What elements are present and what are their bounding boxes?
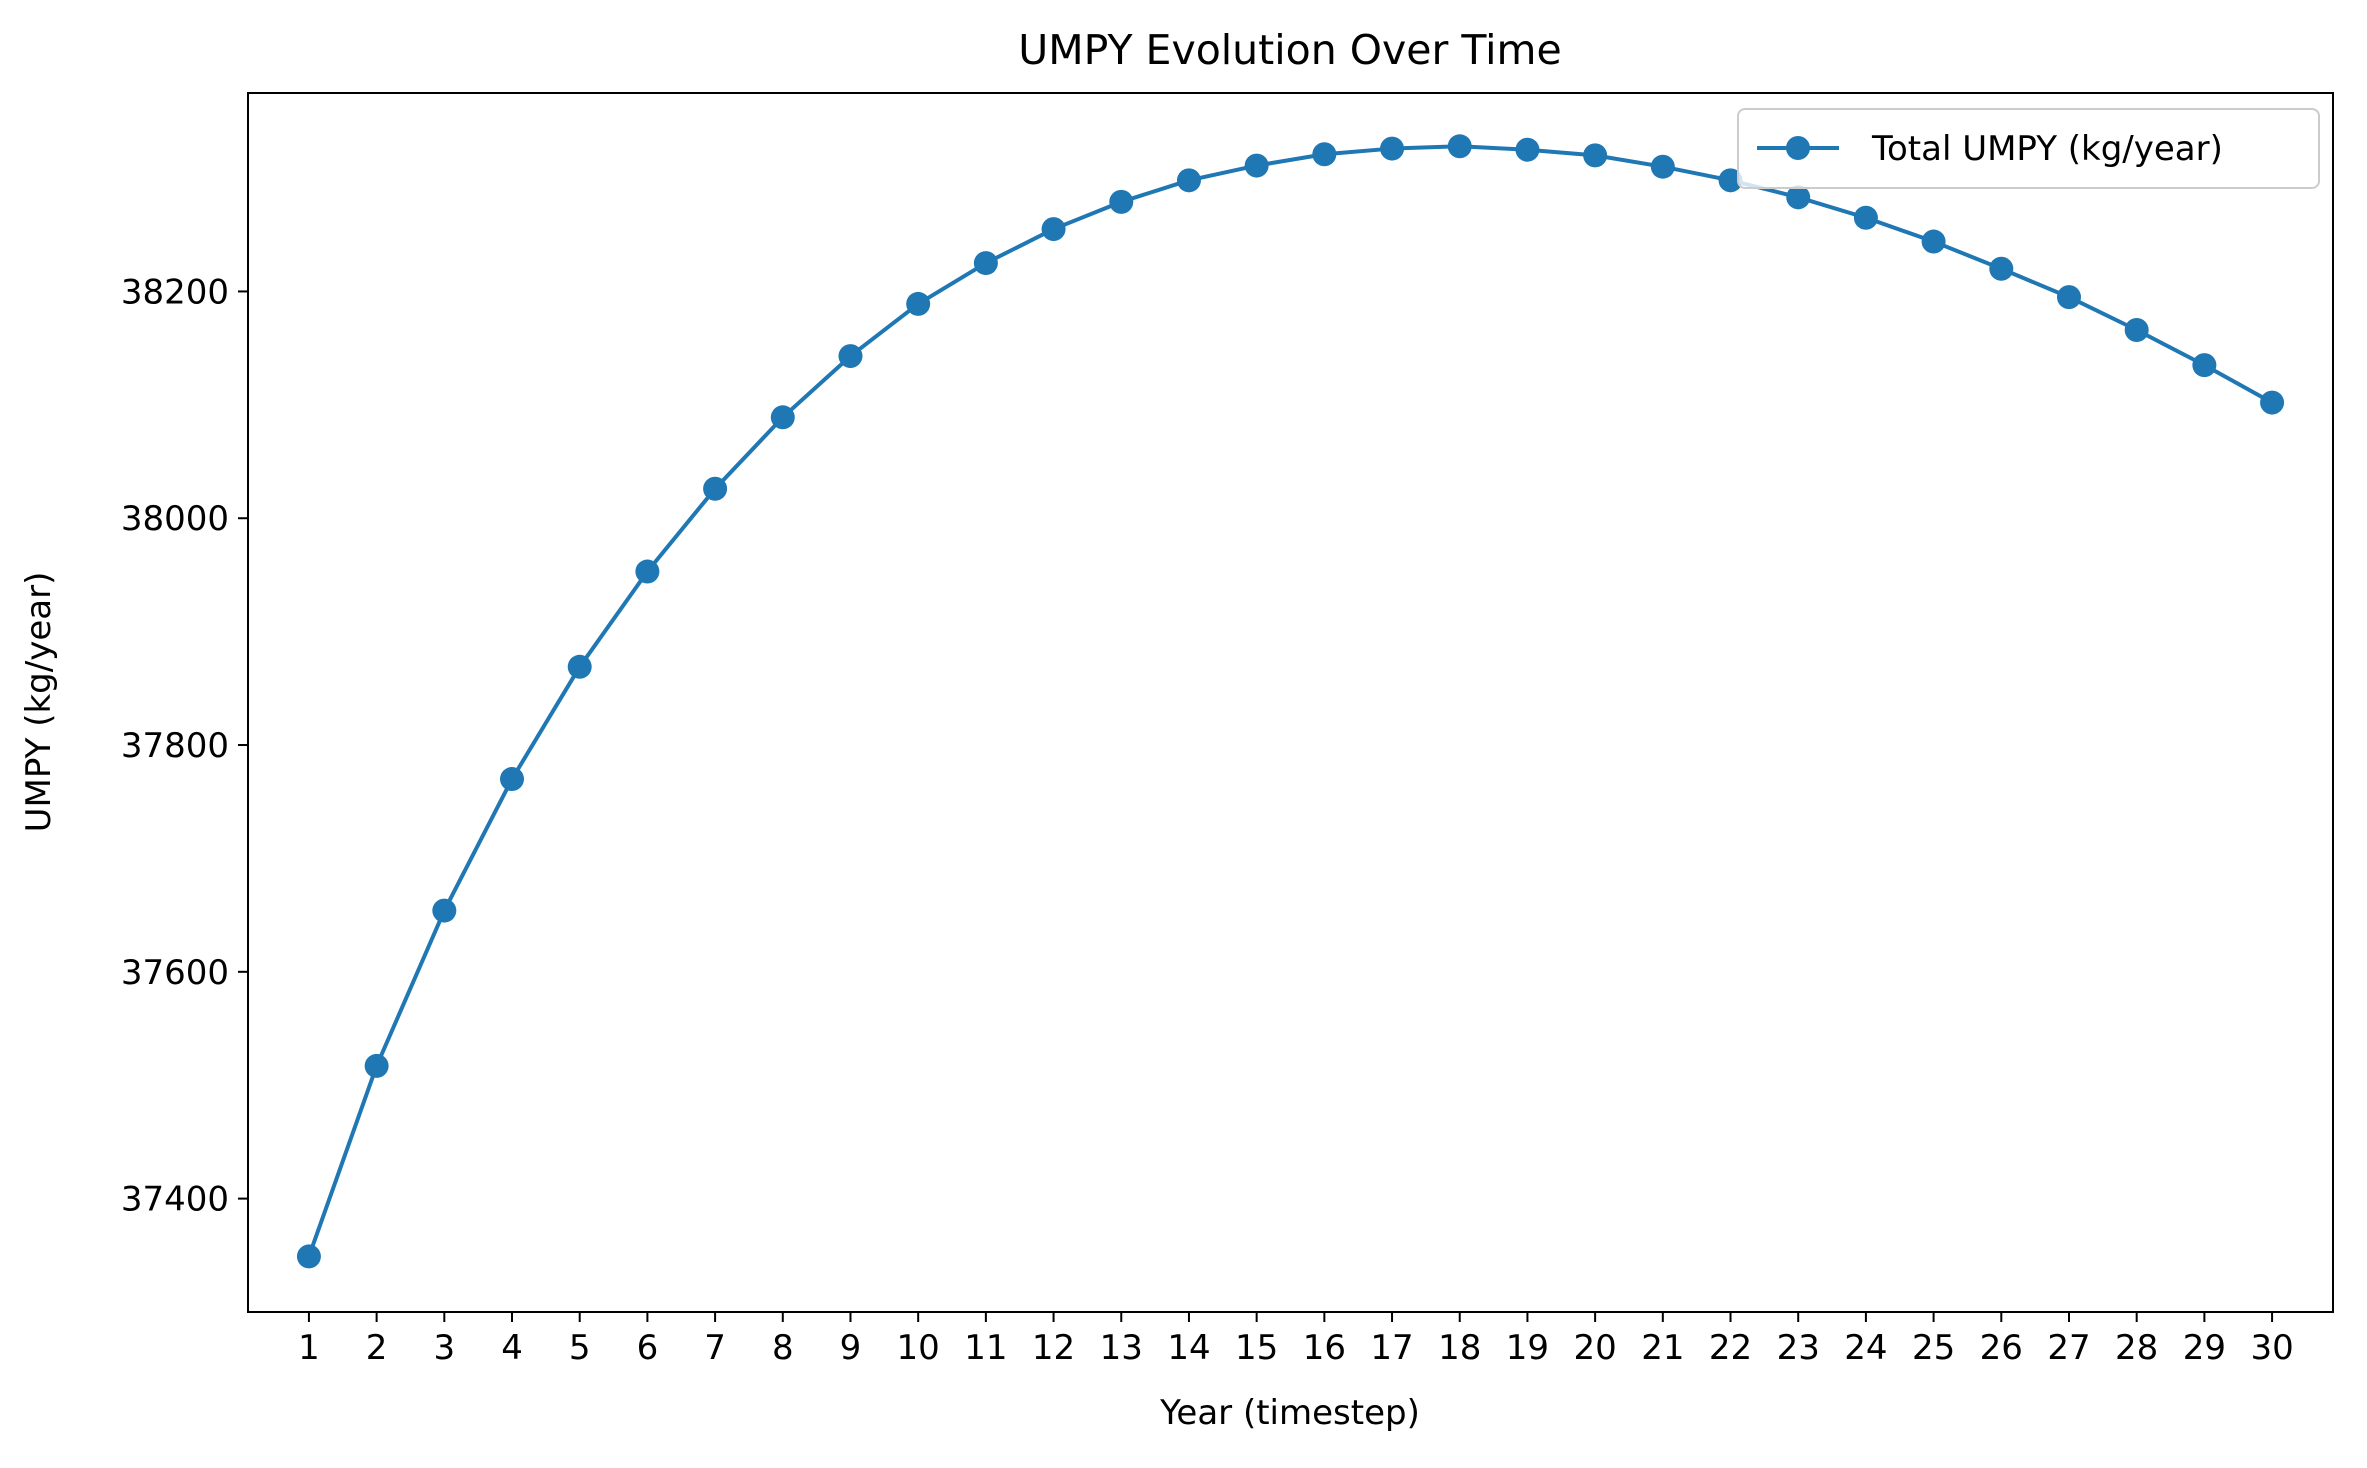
x-tick-label: 10 xyxy=(897,1328,940,1368)
data-point xyxy=(703,476,728,501)
data-point xyxy=(364,1053,389,1078)
x-tick-label: 18 xyxy=(1438,1328,1481,1368)
x-tick-label: 25 xyxy=(1912,1328,1955,1368)
legend-label: Total UMPY (kg/year) xyxy=(1871,129,2223,169)
x-tick-label: 17 xyxy=(1370,1328,1413,1368)
x-tick-label: 27 xyxy=(2047,1328,2090,1368)
data-point xyxy=(500,767,525,792)
data-point xyxy=(1380,136,1405,161)
data-point xyxy=(2124,317,2149,342)
data-point xyxy=(635,559,660,584)
x-tick-label: 9 xyxy=(840,1328,862,1368)
data-point xyxy=(1176,168,1201,193)
data-point xyxy=(770,405,795,430)
x-tick-label: 3 xyxy=(433,1328,455,1368)
x-tick-label: 20 xyxy=(1573,1328,1616,1368)
data-point xyxy=(2192,353,2217,378)
y-tick-label: 37400 xyxy=(121,1180,229,1220)
x-axis-label: Year (timestep) xyxy=(1159,1393,1420,1433)
x-tick-label: 30 xyxy=(2250,1328,2293,1368)
legend-marker-swatch xyxy=(1786,136,1810,160)
x-tick-label: 11 xyxy=(964,1328,1007,1368)
data-point xyxy=(1244,153,1269,178)
data-point xyxy=(1447,134,1472,159)
data-point xyxy=(1650,154,1675,179)
x-tick-label: 5 xyxy=(569,1328,591,1368)
series-layer xyxy=(296,134,2285,1269)
legend: Total UMPY (kg/year) xyxy=(1737,108,2320,189)
data-point xyxy=(1041,217,1066,242)
x-tick-label: 29 xyxy=(2183,1328,2226,1368)
data-point xyxy=(973,251,998,276)
legend-box xyxy=(1737,108,2320,189)
data-point xyxy=(1515,137,1540,162)
data-point xyxy=(1921,229,1946,254)
data-point xyxy=(1718,168,1743,193)
data-point xyxy=(1109,189,1134,214)
x-tick-label: 28 xyxy=(2115,1328,2158,1368)
x-tick-label: 12 xyxy=(1032,1328,1075,1368)
x-tick-label: 19 xyxy=(1506,1328,1549,1368)
y-tick-label: 37600 xyxy=(121,953,229,993)
data-point xyxy=(2260,390,2285,415)
data-point xyxy=(432,898,457,923)
x-tick-label: 13 xyxy=(1100,1328,1143,1368)
series-line xyxy=(307,144,2274,1258)
data-point xyxy=(2056,285,2081,310)
x-tick-label: 26 xyxy=(1980,1328,2023,1368)
x-tick-label: 21 xyxy=(1641,1328,1684,1368)
y-axis-ticks: 37400 37600 37800 38000 38200 xyxy=(121,272,248,1220)
data-point xyxy=(1786,185,1811,210)
data-point xyxy=(1583,143,1608,168)
x-tick-label: 15 xyxy=(1235,1328,1278,1368)
data-point xyxy=(1312,142,1337,167)
x-tick-label: 24 xyxy=(1844,1328,1887,1368)
y-tick-label: 37800 xyxy=(121,726,229,766)
data-point xyxy=(1989,256,2014,281)
x-axis-ticks: 1 2 3 4 5 6 7 8 9 10 11 12 13 14 15 16 17 18 19 20 21 22 23 24 2… xyxy=(298,1312,2294,1368)
x-tick-label: 7 xyxy=(704,1328,726,1368)
x-tick-label: 6 xyxy=(637,1328,659,1368)
x-tick-label: 8 xyxy=(772,1328,794,1368)
data-point xyxy=(906,291,931,316)
y-tick-label: 38000 xyxy=(121,499,229,539)
x-tick-label: 16 xyxy=(1303,1328,1346,1368)
x-tick-label: 4 xyxy=(501,1328,523,1368)
y-tick-label: 38200 xyxy=(121,272,229,312)
data-point xyxy=(1853,205,1878,230)
chart-title: UMPY Evolution Over Time xyxy=(1018,26,1561,74)
x-tick-label: 22 xyxy=(1709,1328,1752,1368)
data-point xyxy=(838,344,863,369)
plot-frame xyxy=(247,92,2334,1313)
y-axis-label: UMPY (kg/year) xyxy=(19,572,59,833)
x-tick-label: 23 xyxy=(1777,1328,1820,1368)
x-tick-label: 14 xyxy=(1167,1328,1210,1368)
x-tick-label: 1 xyxy=(298,1328,320,1368)
x-tick-label: 2 xyxy=(366,1328,388,1368)
data-point xyxy=(296,1244,321,1269)
data-point xyxy=(567,654,592,679)
